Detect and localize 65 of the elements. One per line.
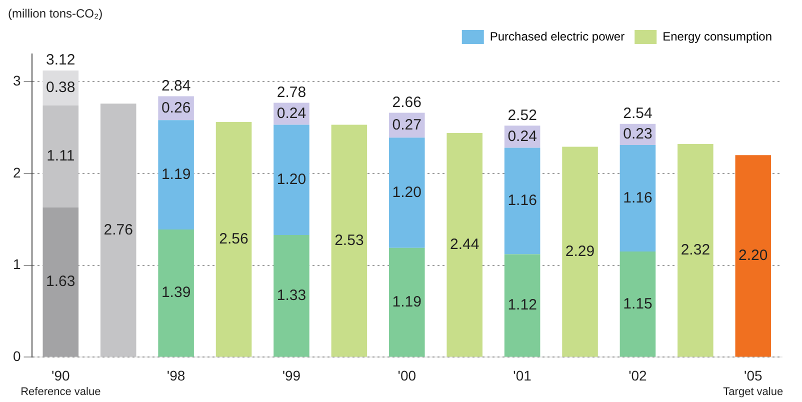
data-label: 1.15 — [623, 295, 652, 312]
total-label: 2.66 — [392, 94, 422, 111]
data-label: 2.53 — [334, 232, 364, 249]
data-label: 0.23 — [623, 126, 652, 143]
data-label: 1.20 — [276, 171, 306, 188]
bar — [446, 133, 482, 357]
bar — [389, 138, 425, 248]
bar — [620, 144, 656, 252]
y-tick-label: 1 — [12, 256, 21, 272]
data-label: 1.20 — [392, 184, 422, 201]
data-label: 1.16 — [508, 192, 537, 210]
bar — [678, 144, 714, 357]
legend-label: Energy consumption — [662, 29, 772, 44]
bar — [620, 252, 656, 357]
bar — [216, 122, 252, 357]
data-label: 1.39 — [161, 284, 191, 302]
x-tick-label: '99 — [282, 367, 301, 384]
data-label: 1.11 — [46, 148, 75, 165]
x-tick-label: '02 — [628, 367, 648, 384]
data-label: 0.24 — [508, 128, 537, 145]
total-label: 2.78 — [276, 84, 306, 101]
y-tick-label: 0 — [12, 348, 21, 364]
total-label: 2.54 — [623, 104, 652, 122]
data-label: 0.38 — [46, 79, 76, 96]
data-label: 0.26 — [161, 99, 191, 116]
x-tick-label: '90 — [52, 367, 70, 384]
y-tick-label: 2 — [12, 164, 21, 180]
y-axis-title: (million tons-CO₂) — [8, 6, 103, 20]
x-tick-label: '01 — [513, 367, 532, 384]
data-label: 1.12 — [508, 296, 537, 314]
data-label: 1.63 — [46, 273, 76, 290]
bar — [42, 105, 79, 208]
bar — [158, 229, 194, 357]
data-label: 2.29 — [565, 242, 595, 260]
bar — [100, 104, 136, 357]
x-tick-label: '00 — [398, 367, 416, 384]
data-label: 1.16 — [623, 189, 652, 206]
data-label: 2.56 — [219, 230, 248, 248]
legend-label: Purchased electric power — [490, 29, 625, 44]
text: Target value — [723, 386, 784, 398]
y-tick-label: 3 — [12, 72, 21, 88]
data-label: 2.76 — [104, 221, 133, 238]
total-label: 3.12 — [46, 52, 76, 69]
data-label: 1.19 — [161, 166, 191, 183]
data-label: 2.32 — [680, 242, 710, 259]
total-label: 2.52 — [508, 106, 537, 124]
data-label: 2.44 — [450, 236, 480, 253]
bar — [504, 148, 540, 254]
data-label: 0.24 — [276, 104, 306, 122]
bar — [504, 254, 540, 357]
x-tick-label: '98 — [166, 367, 186, 384]
bar — [389, 248, 425, 357]
bar — [331, 124, 368, 357]
total-label: 2.84 — [161, 77, 191, 94]
data-label: 2.20 — [738, 247, 768, 264]
data-label: 1.19 — [392, 293, 422, 310]
x-tick-label: '05 — [744, 367, 762, 384]
text: Reference value — [20, 386, 101, 398]
bar — [562, 146, 598, 357]
bar — [274, 124, 310, 235]
bar — [735, 155, 772, 357]
bar — [158, 120, 194, 230]
bar — [274, 235, 310, 357]
data-label: 1.33 — [276, 286, 306, 304]
data-label: 0.27 — [392, 116, 422, 134]
